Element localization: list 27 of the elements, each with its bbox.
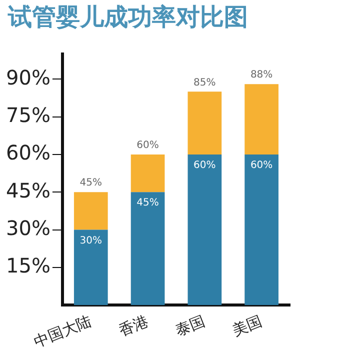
x-tick-label: 中国大陆 <box>31 312 94 351</box>
x-tick-label: 泰国 <box>173 312 208 340</box>
bar <box>130 192 165 306</box>
data-label: 45% <box>136 198 159 209</box>
y-tick-label: 15% <box>6 254 50 278</box>
bar <box>188 154 222 306</box>
total-label: 88% <box>250 70 273 81</box>
chart-title: 试管婴儿成功率对比图 <box>6 2 249 33</box>
total-label: 60% <box>136 140 159 152</box>
y-tick-label: 45% <box>6 178 50 202</box>
bar <box>74 192 108 230</box>
y-tick-label: 30% <box>6 216 50 240</box>
bar <box>130 154 165 192</box>
y-tick-label: 90% <box>6 65 50 90</box>
bar <box>74 230 108 306</box>
data-label: 30% <box>80 235 102 246</box>
data-label: 60% <box>194 160 216 172</box>
x-tick-label: 香港 <box>116 312 151 340</box>
y-tick-label: 60% <box>6 140 50 165</box>
total-label: 45% <box>80 178 102 189</box>
y-tick-label: 75% <box>6 102 50 127</box>
bar <box>244 84 278 154</box>
total-label: 85% <box>194 77 216 88</box>
x-tick-label: 美国 <box>230 312 264 340</box>
bar <box>188 92 222 154</box>
data-label: 60% <box>250 160 273 172</box>
bar <box>244 154 278 306</box>
